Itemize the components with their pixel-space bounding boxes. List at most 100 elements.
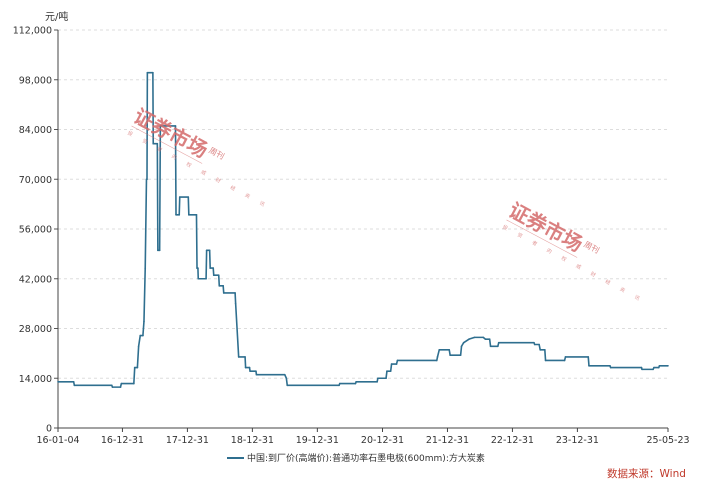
- data-point: [249, 370, 251, 372]
- data-point: [120, 382, 123, 385]
- data-point: [488, 338, 491, 340]
- data-point: [136, 366, 139, 369]
- y-tick-label: 14,000: [19, 374, 52, 385]
- legend-label: 中国:到厂价(高端价):普通功率石墨电极(600mm):方大炭素: [247, 452, 485, 464]
- y-axis-unit-label: 元/吨: [45, 10, 68, 23]
- data-point: [255, 373, 258, 376]
- data-point: [539, 349, 541, 351]
- data-point: [187, 196, 190, 198]
- source-note: 数据来源：Wind: [607, 467, 686, 480]
- data-point: [355, 381, 357, 383]
- data-point: [448, 349, 451, 351]
- x-tick-label: 20-12-31: [361, 435, 404, 446]
- data-point: [544, 359, 547, 362]
- data-point: [641, 368, 643, 371]
- y-tick-label: 84,000: [19, 125, 52, 136]
- data-point: [482, 336, 485, 339]
- data-point: [178, 196, 181, 198]
- watermark-1: 证券市场 周刊 投 资 者 的 权 威 财 经 资 讯: [126, 104, 270, 211]
- x-tick-label: 19-12-31: [296, 435, 339, 446]
- data-point: [212, 274, 215, 277]
- x-tick-label: 16-12-31: [101, 435, 144, 446]
- data-point: [497, 345, 499, 348]
- data-point: [652, 368, 654, 371]
- data-point: [653, 366, 655, 369]
- data-point: [156, 142, 159, 145]
- data-point: [234, 292, 236, 294]
- data-point: [205, 277, 207, 280]
- data-point: [133, 366, 136, 369]
- watermark-2: 证券市场 周刊 投 资 者 的 权 威 财 经 资 讯: [501, 198, 645, 305]
- data-point: [57, 381, 59, 383]
- data-point: [609, 366, 612, 369]
- data-point: [197, 267, 199, 269]
- data-point: [143, 320, 145, 323]
- data-point: [657, 366, 660, 369]
- data-point: [152, 71, 154, 74]
- data-point: [436, 356, 439, 358]
- data-point: [248, 366, 251, 369]
- data-point: [159, 125, 162, 127]
- y-tick-label: 42,000: [19, 274, 52, 285]
- x-axis: 16-01-04 16-12-31 17-12-31 18-12-31 19-12-31…: [36, 30, 690, 446]
- data-point: [396, 359, 399, 362]
- data-point: [564, 356, 567, 358]
- y-tick-label: 98,000: [19, 75, 52, 86]
- watermark-1-side: 周刊: [207, 146, 225, 161]
- data-point: [484, 338, 487, 340]
- x-tick-label: 23-12-31: [556, 435, 599, 446]
- data-point: [544, 349, 546, 351]
- data-point: [285, 377, 288, 380]
- data-point: [208, 249, 211, 252]
- data-point: [658, 365, 661, 367]
- data-point: [222, 285, 224, 287]
- data-point: [459, 354, 462, 356]
- data-point: [462, 341, 465, 344]
- x-tick-label: 18-12-31: [231, 435, 274, 446]
- data-point: [139, 334, 142, 337]
- data-point: [146, 71, 149, 74]
- series-group: [57, 71, 669, 388]
- data-point: [390, 363, 393, 365]
- data-point: [152, 142, 155, 145]
- data-point: [110, 384, 113, 387]
- y-tick-label: 0: [46, 424, 52, 435]
- data-point: [438, 349, 441, 351]
- data-point: [157, 249, 159, 252]
- y-tick-label: 70,000: [19, 175, 52, 186]
- data-point: [640, 366, 643, 369]
- grid-lines: [58, 29, 668, 379]
- x-tick-label: 21-12-31: [426, 435, 469, 446]
- data-point: [588, 365, 590, 367]
- data-point: [376, 381, 378, 383]
- y-tick-label: 112,000: [13, 26, 52, 37]
- data-point: [144, 267, 147, 269]
- data-point: [72, 381, 75, 383]
- data-point: [158, 249, 161, 252]
- data-point: [146, 178, 148, 181]
- data-point: [386, 370, 388, 372]
- data-point: [283, 373, 286, 376]
- data-point: [338, 382, 341, 385]
- data-point: [234, 302, 237, 305]
- data-point: [142, 334, 144, 337]
- watermark-2-side: 周刊: [582, 240, 600, 255]
- data-point: [119, 386, 122, 388]
- data-point: [354, 382, 357, 385]
- data-point: [497, 341, 500, 344]
- data-point: [435, 359, 438, 362]
- data-point: [460, 345, 463, 348]
- data-point: [237, 356, 240, 358]
- legend[interactable]: 中国:到厂价(高端价):普通功率石墨电极(600mm):方大炭素: [227, 452, 485, 464]
- data-point: [468, 338, 470, 340]
- data-point: [175, 213, 177, 216]
- data-point: [395, 363, 398, 365]
- data-point: [222, 292, 225, 294]
- data-point: [244, 356, 246, 358]
- data-point: [111, 386, 114, 388]
- data-point: [609, 365, 611, 367]
- y-tick-label: 28,000: [19, 324, 52, 335]
- data-point: [73, 384, 76, 387]
- data-point: [218, 285, 221, 287]
